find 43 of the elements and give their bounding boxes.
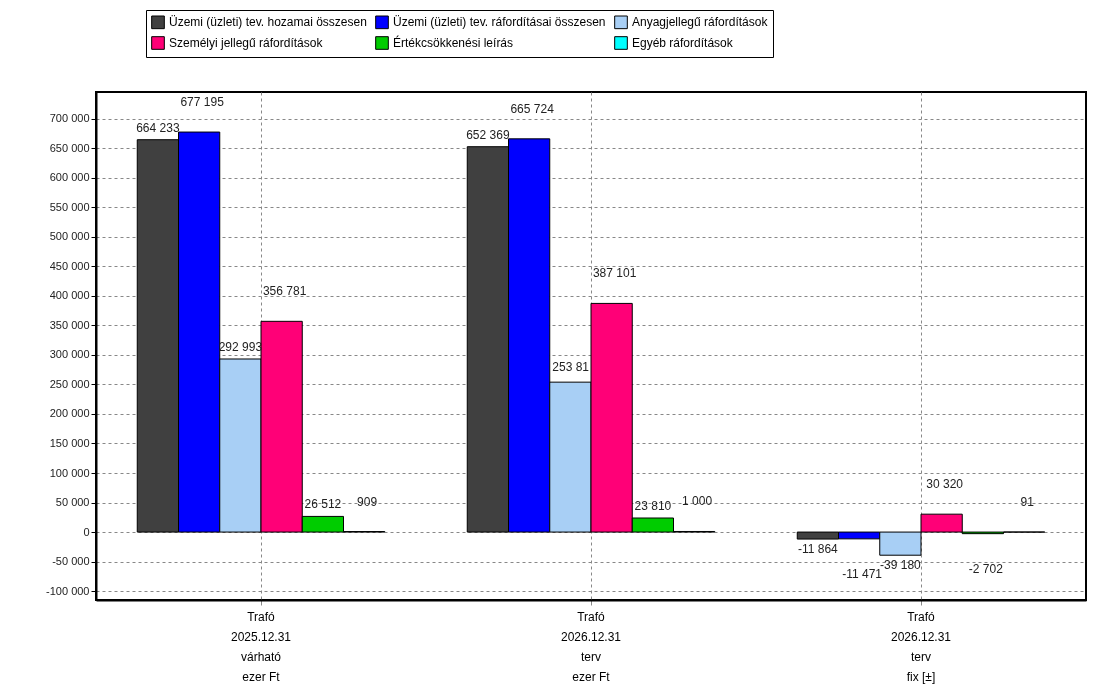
data-label: 652 369	[466, 127, 510, 142]
y-tick-label: 250 000	[49, 377, 90, 390]
y-tick-label: 400 000	[49, 289, 90, 302]
legend-label: Egyéb ráfordítások	[632, 36, 734, 50]
data-label: 387 101	[592, 266, 637, 281]
data-label: 1 000	[682, 494, 713, 509]
legend-label: Értékcsökkenési leírás	[393, 35, 514, 50]
data-label: -11 864	[797, 542, 839, 557]
y-tick-label: 100 000	[49, 466, 90, 479]
y-tick-label: 200 000	[49, 407, 90, 420]
y-tick-label: 300 000	[49, 348, 90, 361]
x-tick-label: Trafó 2026.12.31 terv fix [±]	[890, 609, 952, 684]
data-label: 664 233	[136, 120, 180, 135]
data-label: -11 471	[842, 566, 883, 581]
y-tick-label: 700 000	[49, 112, 90, 125]
x-tick-label: Trafó 2026.12.31 terv ezer Ft	[560, 609, 622, 684]
data-label: -2 702	[968, 561, 1004, 576]
y-tick-label: -50 000	[52, 555, 90, 568]
y-tick-label: 0	[83, 525, 90, 538]
y-tick-label: 50 000	[55, 496, 90, 509]
data-label: 23 810	[634, 499, 672, 514]
legend-label: Üzemi (üzleti) tev. hozamai összesen	[169, 15, 367, 30]
x-tick-label: Trafó 2025.12.31 várható ezer Ft	[230, 609, 292, 684]
legend-label: Üzemi (üzleti) tev. ráfordításai összesen	[393, 15, 606, 30]
y-tick-label: -100 000	[46, 584, 90, 597]
y-tick-label: 150 000	[49, 436, 90, 449]
data-label: 665 724	[510, 101, 555, 116]
y-tick-label: 600 000	[49, 171, 90, 184]
annotation: 253 81	[552, 360, 590, 375]
data-label: 356 781	[262, 284, 307, 299]
data-label: -39 180	[880, 558, 922, 573]
data-label: 26 512	[304, 497, 342, 512]
data-label: 91	[1020, 495, 1035, 510]
data-label: 677 195	[180, 95, 225, 110]
legend-label: Anyagjellegű ráfordítások	[632, 15, 769, 30]
y-tick-label: 650 000	[49, 141, 90, 154]
data-label: 909	[357, 494, 378, 509]
legend-label: Személyi jellegű ráfordítások	[169, 36, 324, 50]
y-tick-label: 350 000	[49, 318, 90, 331]
data-label: 30 320	[926, 477, 964, 492]
y-tick-label: 450 000	[49, 259, 90, 272]
y-tick-label: 500 000	[49, 230, 90, 243]
y-tick-label: 550 000	[49, 200, 90, 213]
